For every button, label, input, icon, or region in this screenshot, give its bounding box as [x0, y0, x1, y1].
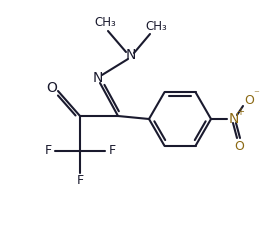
Text: F: F: [109, 145, 115, 158]
Text: O: O: [47, 81, 57, 95]
Text: N: N: [126, 48, 136, 62]
Text: F: F: [44, 145, 52, 158]
Text: +: +: [236, 107, 244, 117]
Text: N: N: [93, 71, 103, 85]
Text: CH₃: CH₃: [145, 19, 167, 33]
Text: N: N: [229, 112, 239, 126]
Text: ⁻: ⁻: [253, 89, 259, 99]
Text: O: O: [234, 140, 244, 152]
Text: F: F: [76, 173, 84, 186]
Text: O: O: [244, 94, 254, 107]
Text: CH₃: CH₃: [94, 16, 116, 30]
